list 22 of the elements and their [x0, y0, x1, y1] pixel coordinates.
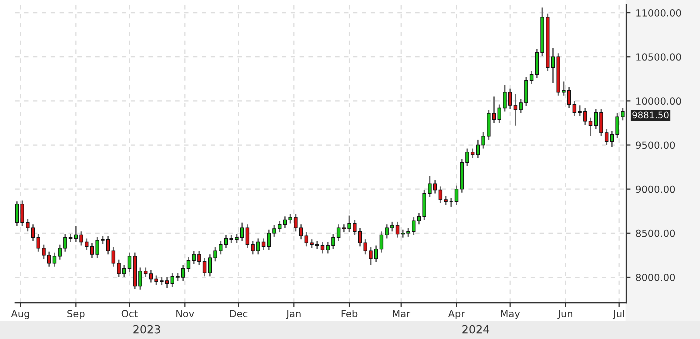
y-tick-label: 8000.00 [636, 274, 676, 282]
y-tick-label: 9500.00 [636, 142, 676, 150]
y-tick-label: 11000.00 [636, 9, 682, 17]
annotation: 9881.50 [632, 112, 669, 119]
x-tick-label: Jun [558, 310, 573, 320]
x-tick-label: Apr [448, 310, 466, 320]
y-tick-label: 10500.00 [636, 54, 682, 61]
y-tick-label: 9000.00 [636, 186, 676, 194]
x-tick-label: Aug [11, 310, 30, 320]
x-tick-label: Oct [122, 310, 138, 318]
text: 2024 [462, 325, 490, 334]
text: 2023 [134, 325, 160, 334]
y-tick-label: 10000.00 [636, 98, 682, 106]
x-tick-label: Mar [393, 310, 411, 318]
x-tick-label: Jul [612, 310, 624, 320]
x-tick-label: Dec [230, 310, 248, 318]
x-tick-label: Nov [176, 310, 194, 318]
x-tick-label: Feb [342, 310, 358, 318]
x-tick-label: Sep [68, 310, 85, 320]
x-tick-label: Jan [286, 310, 301, 320]
y-tick-label: 8500.00 [636, 230, 676, 238]
x-tick-label: May [501, 310, 520, 320]
